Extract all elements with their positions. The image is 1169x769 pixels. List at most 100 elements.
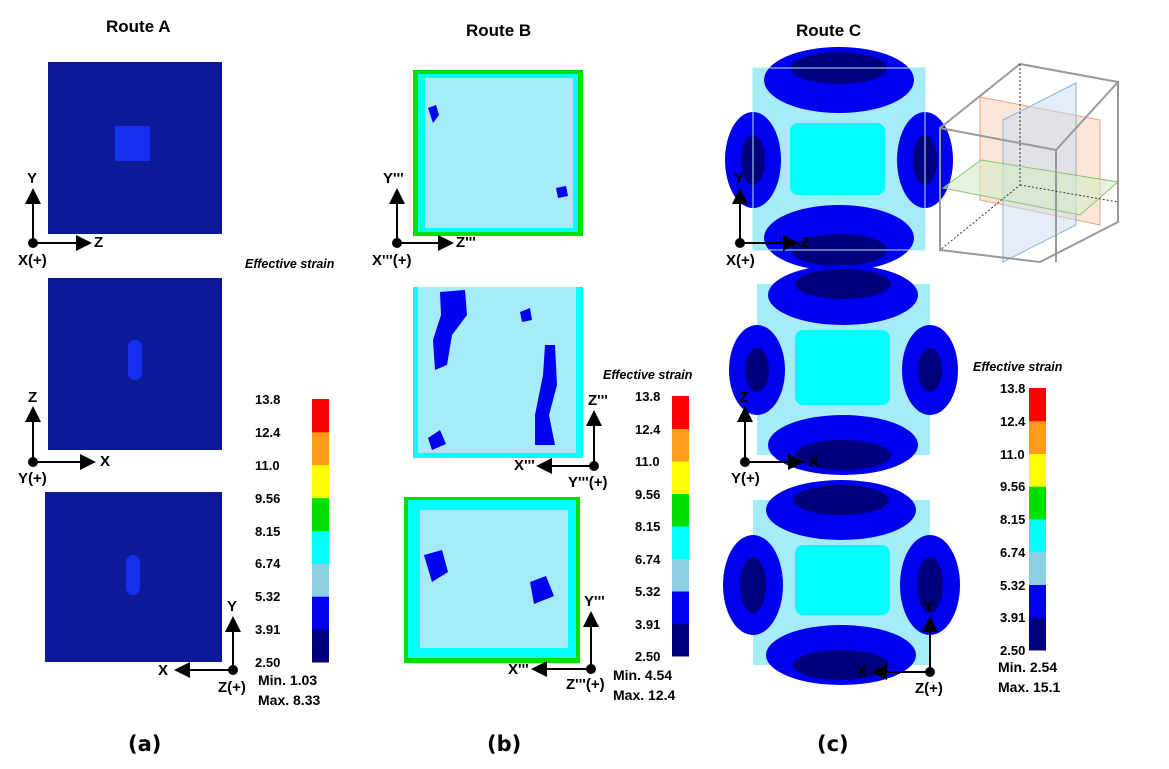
axis-label: Z <box>28 389 38 406</box>
axis-label: X''' <box>514 457 535 474</box>
colorbar-segment <box>672 623 689 657</box>
colorbar-tick-label: 13.8 <box>255 392 281 407</box>
axis-label: Z <box>94 234 104 251</box>
axis-label: Z''' <box>588 392 608 409</box>
colorbar-segment <box>672 461 689 494</box>
colorbar-segment <box>1029 617 1046 651</box>
axis-label: X'''(+) <box>372 252 412 269</box>
min-max: Min. 1.03 Max. 8.33 <box>258 670 320 710</box>
colorbar-tick-label: 12.4 <box>255 424 281 440</box>
axis-label: Y <box>227 598 238 615</box>
axis-label: X <box>100 453 111 470</box>
colorbar-segment <box>672 493 689 527</box>
axis-label: Z''' <box>456 234 476 251</box>
colorbar-segment <box>672 396 689 429</box>
colorbar-tick-label: 13.8 <box>1000 381 1026 396</box>
colorbar-segment <box>1029 388 1046 422</box>
colorbar-segment <box>1029 519 1046 553</box>
axis-label: Z <box>739 389 749 406</box>
route-a-title: Route A <box>106 17 171 36</box>
colorbar-tick-label: 12.4 <box>635 421 661 437</box>
axis-label: X <box>809 453 820 470</box>
route-b-plot-2 <box>413 287 583 458</box>
route-c-plot-3 <box>723 480 960 685</box>
colorbar-segment <box>1029 453 1046 487</box>
colorbar-segment <box>312 497 329 531</box>
route-a-plot-zx <box>48 278 222 450</box>
route-b-plot-1 <box>413 70 583 236</box>
cube-section-planes <box>939 62 1120 264</box>
colorbar-tick-label: 5.32 <box>1000 577 1026 593</box>
colorbar-segment <box>672 558 689 592</box>
subfigure-label-b: (b) <box>487 732 522 756</box>
colorbar-segment <box>312 464 329 499</box>
colorbar-tick-label: 8.15 <box>635 519 661 534</box>
subfigure-label-c: (c) <box>817 732 849 756</box>
axis-label: Z'''(+) <box>566 676 605 693</box>
colorbar-segment <box>672 591 689 624</box>
axis-label: Z(+) <box>915 680 943 697</box>
colorbar-title: Effective strain <box>973 360 1063 374</box>
axis-label: X(+) <box>18 252 47 269</box>
axis-label: Z <box>801 234 811 251</box>
colorbar-tick-label: 3.91 <box>255 622 281 638</box>
route-b-plot-3 <box>404 497 580 663</box>
colorbar-tick-label: 8.15 <box>1000 512 1026 527</box>
colorbar-tick-label: 6.74 <box>635 551 661 567</box>
route-a-plot-yz <box>48 62 222 234</box>
colorbar-segment <box>672 526 689 559</box>
axis-label: Y <box>734 170 745 187</box>
axis-label: Y'''(+) <box>568 474 608 491</box>
axis-label: X <box>857 663 868 680</box>
axes-triads <box>25 188 938 680</box>
colorbar-tick-label: 5.32 <box>635 584 661 599</box>
colorbar-tick-label: 9.56 <box>255 490 281 506</box>
colorbar-tick-label: 6.74 <box>1000 544 1026 560</box>
colorbar-segment <box>1029 584 1046 618</box>
axis-label: Y <box>924 598 935 615</box>
axis-label: Y(+) <box>731 470 760 487</box>
min-max: Min. 4.54 Max. 12.4 <box>613 665 675 705</box>
colorbar-tick-label: 12.4 <box>1000 413 1026 429</box>
colorbar-tick-label: 3.91 <box>635 616 661 632</box>
min-max: Min. 2.54 Max. 15.1 <box>998 657 1060 697</box>
route-a-plot-xy <box>45 492 222 662</box>
colorbars <box>312 388 1046 663</box>
axis-label: X <box>158 662 169 679</box>
colorbar-segment <box>312 431 329 466</box>
colorbar-tick-label: 9.56 <box>635 486 661 502</box>
colorbar-title: Effective strain <box>245 257 335 271</box>
colorbar-tick-label: 11.0 <box>635 454 660 469</box>
max-value: Max. 12.4 <box>613 687 676 703</box>
route-c-plot-1 <box>725 47 953 271</box>
colorbar-segment <box>312 399 329 433</box>
colorbar-tick-label: 11.0 <box>255 457 280 473</box>
colorbar-tick-label: 5.32 <box>255 589 281 605</box>
min-value: Min. 2.54 <box>998 659 1058 675</box>
colorbar-tick-label: 3.91 <box>1000 610 1026 626</box>
route-b-title: Route B <box>466 21 532 40</box>
colorbar-segment <box>312 563 329 597</box>
colorbar-tick-label: 6.74 <box>255 556 281 572</box>
colorbar-segment <box>312 530 329 564</box>
colorbar-tick-label: 13.8 <box>635 389 661 404</box>
colorbar-tick-label: 9.56 <box>1000 479 1026 495</box>
axis-label: Y''' <box>383 170 404 187</box>
max-value: Max. 8.33 <box>258 692 321 708</box>
colorbar-tick-label: 2.50 <box>635 649 661 664</box>
route-c-plot-2 <box>729 265 958 475</box>
axis-label: X''' <box>508 661 529 678</box>
axis-label: Y''' <box>584 593 605 610</box>
min-value: Min. 1.03 <box>258 672 318 688</box>
axis-label: Y(+) <box>18 470 47 487</box>
colorbar-segment <box>1029 420 1046 454</box>
colorbar-segment <box>312 629 329 663</box>
axis-label: Y <box>27 170 38 187</box>
min-value: Min. 4.54 <box>613 667 673 683</box>
colorbar-segment <box>1029 551 1046 585</box>
colorbar-segment <box>312 596 329 630</box>
colorbar-title: Effective strain <box>603 368 693 382</box>
route-c-title: Route C <box>796 21 862 40</box>
